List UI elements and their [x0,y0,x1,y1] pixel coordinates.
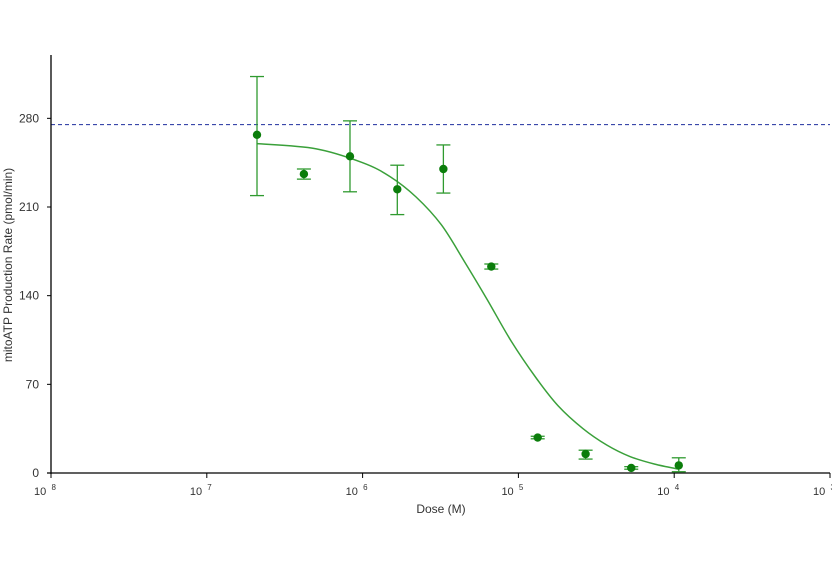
fit-curve-layer [256,142,679,470]
x-axis-title: Dose (M) [416,502,465,516]
y-tick-label: 280 [19,111,39,125]
data-point [439,164,448,174]
x-tick-label: 10 8 [34,483,56,498]
error-bars-layer [250,75,686,473]
data-point [533,433,542,442]
x-tick-label: 10 5 [501,483,523,498]
data-point [487,262,496,271]
data-point [581,449,590,459]
data-point [674,461,683,470]
x-tick-label: 10 3 [813,483,832,498]
x-tick-labels: 10 8 10 7 10 6 10 5 10 4 10 3 [34,483,832,498]
y-tick-label: 0 [32,466,39,480]
x-tick-label: 10 6 [346,483,368,498]
y-axis-title: mitoATP Production Rate (pmol/min) [1,168,15,362]
fit-curve [256,142,679,470]
data-point [252,130,262,139]
axes-layer [47,55,831,478]
y-tick-label: 70 [26,377,40,391]
data-points-layer [252,130,683,473]
x-tick-label: 10 7 [190,483,212,498]
data-point [393,185,402,194]
x-tick-label: 10 4 [657,483,679,498]
y-tick-labels: 0 70 140 210 280 [19,111,39,480]
data-point [627,463,636,473]
y-tick-label: 210 [19,200,39,214]
data-point [299,169,309,179]
data-point [345,152,355,161]
y-tick-label: 140 [19,289,39,303]
